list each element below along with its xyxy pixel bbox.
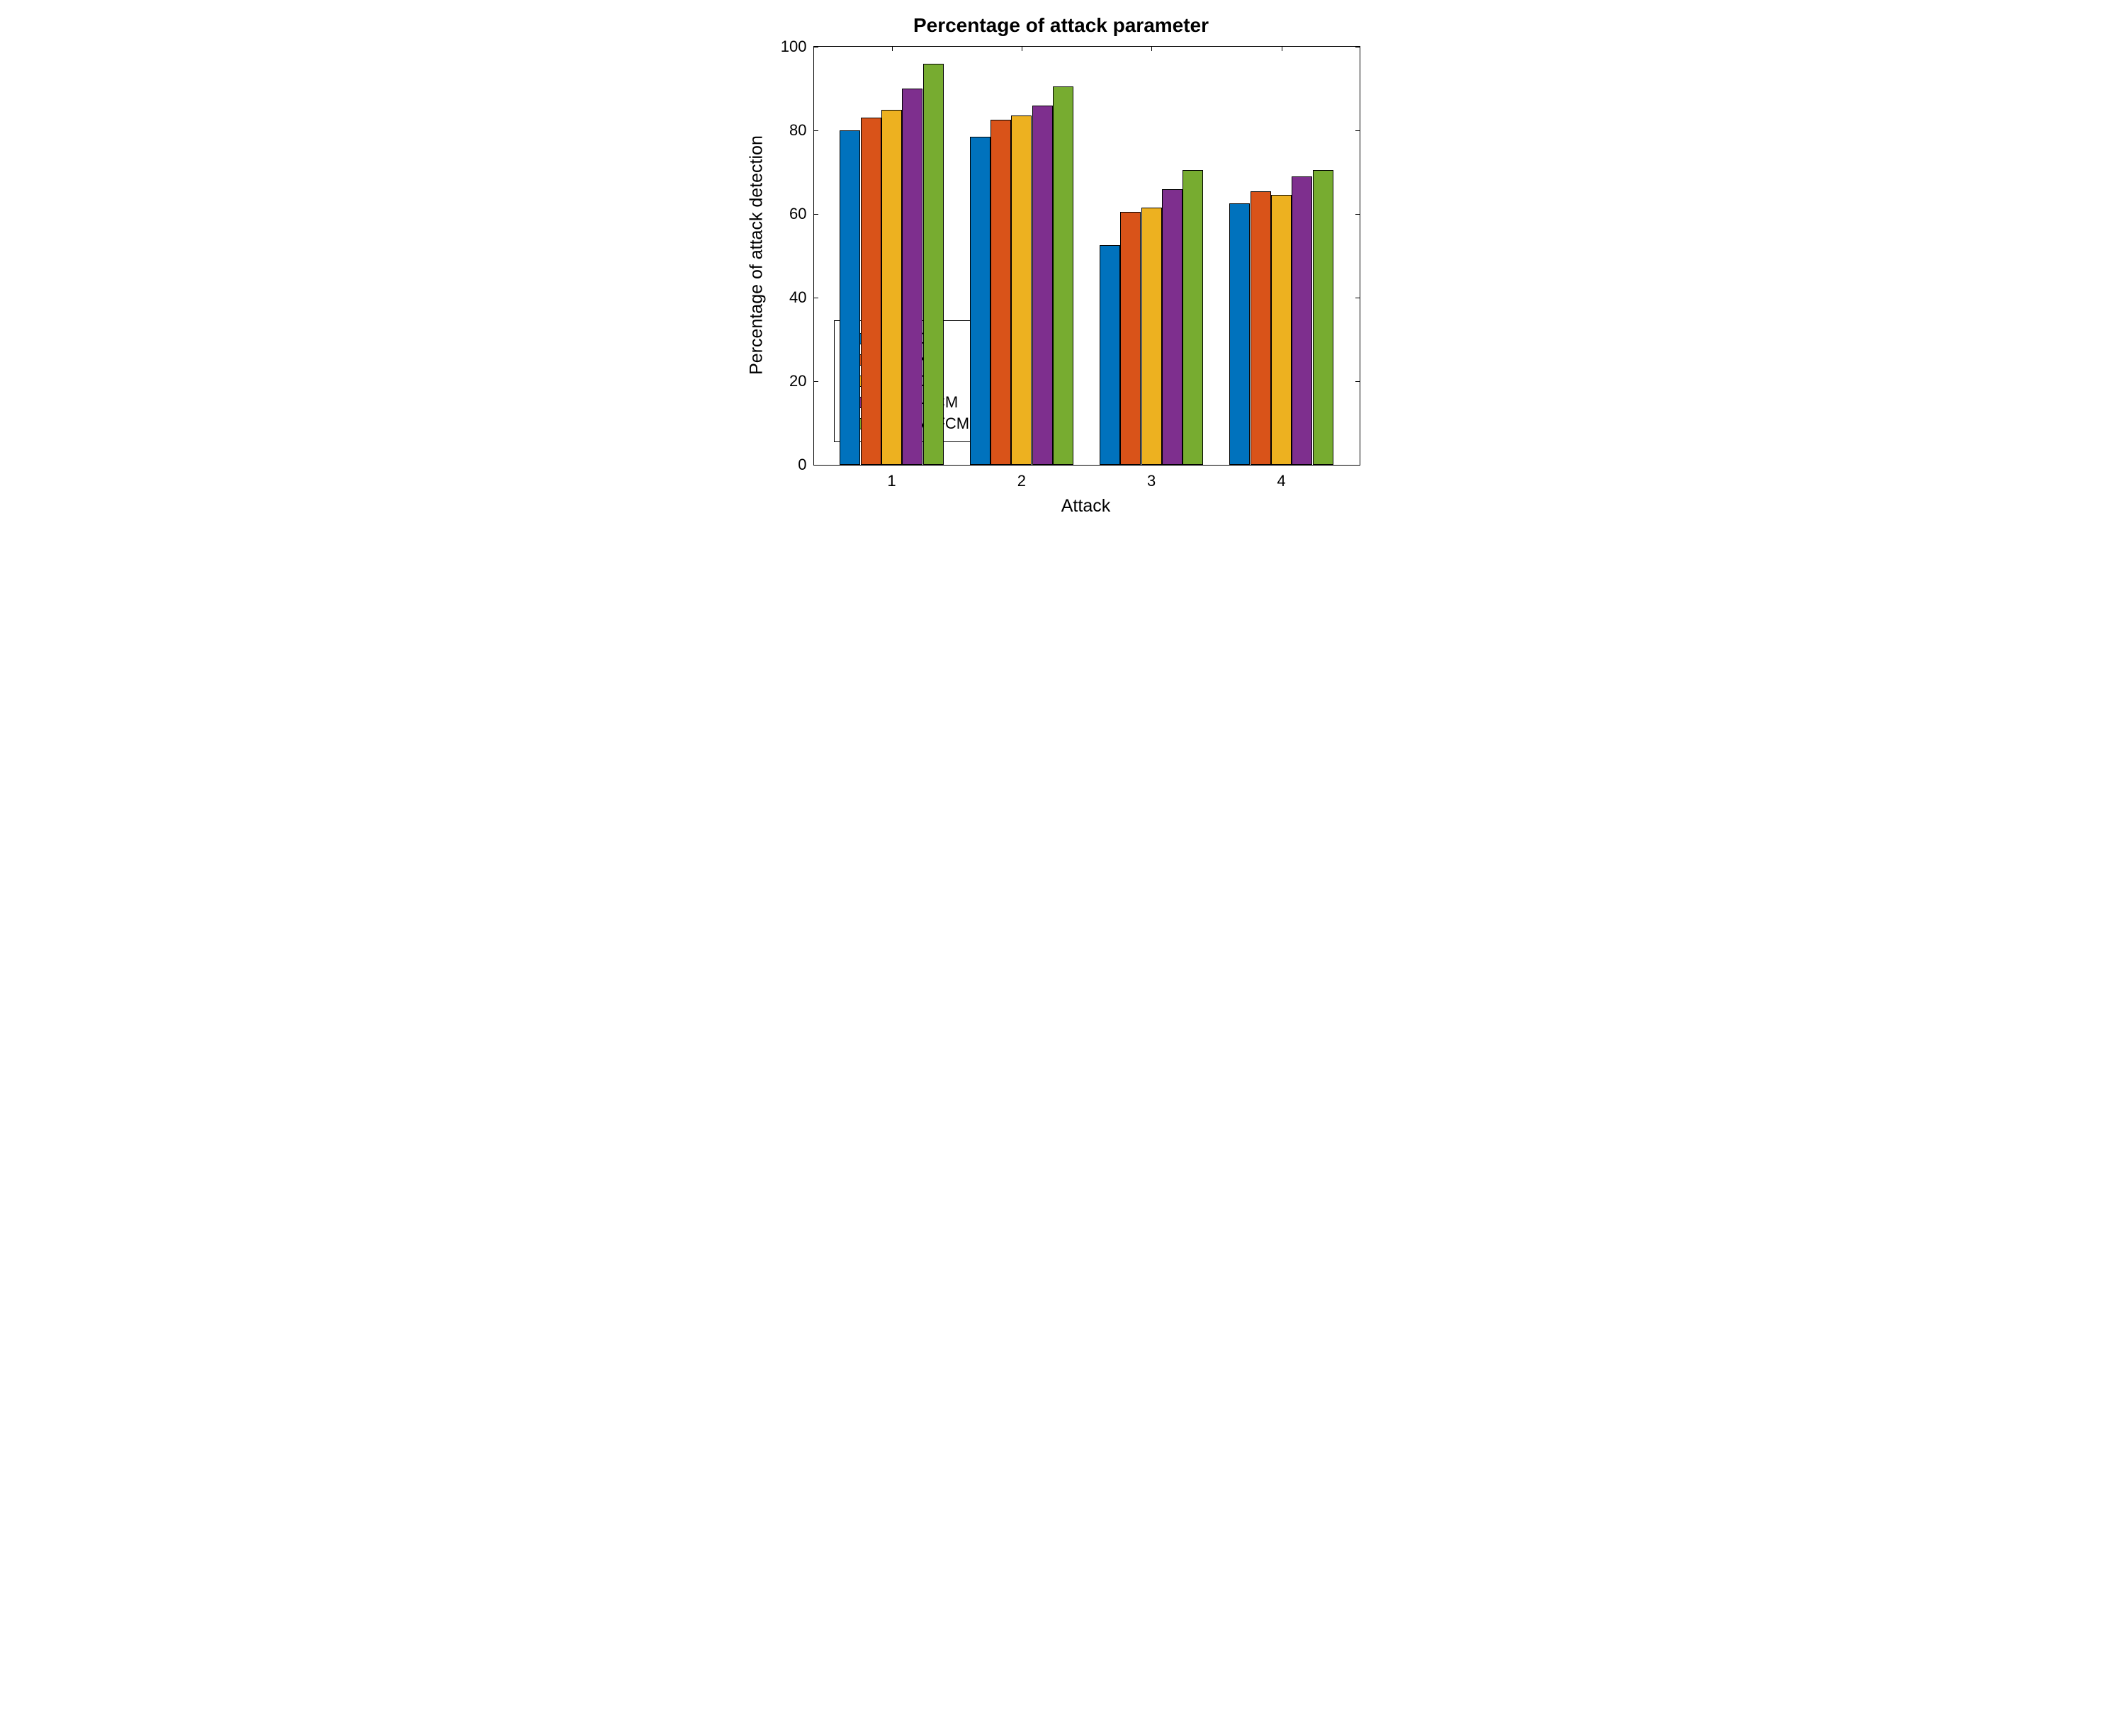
plot-area: NT-FCMNT-GKNT-GGNT-M-FCMNT-CM-FCM 020406… [813, 46, 1360, 466]
bar [1313, 170, 1333, 465]
y-tick-mark [1355, 214, 1360, 215]
bar [881, 110, 902, 466]
y-tick-label: 80 [789, 121, 813, 140]
bar [1251, 191, 1271, 465]
bar [1100, 245, 1120, 465]
attack-detection-chart: Percentage of attack parameter NT-FCMNT-… [743, 14, 1380, 535]
bar [1053, 86, 1073, 465]
y-tick-mark [814, 214, 818, 215]
y-tick-mark [814, 465, 818, 466]
y-tick-label: 20 [789, 372, 813, 390]
y-axis-label: Percentage of attack detection [746, 135, 767, 375]
bar [1183, 170, 1203, 465]
x-tick-label: 3 [1147, 465, 1156, 490]
y-tick-mark [1355, 381, 1360, 382]
x-tick-label: 4 [1277, 465, 1285, 490]
bar [1120, 212, 1141, 465]
bar [991, 120, 1011, 465]
x-axis-label: Attack [1061, 496, 1110, 517]
y-tick-label: 0 [798, 456, 813, 474]
bar [1229, 203, 1250, 465]
x-tick-mark [892, 47, 893, 51]
bar [1271, 195, 1292, 465]
bar [1141, 208, 1162, 465]
x-tick-mark [1151, 47, 1152, 51]
x-tick-label: 2 [1017, 465, 1026, 490]
y-tick-mark [814, 381, 818, 382]
bar [970, 137, 991, 465]
bar [1032, 106, 1053, 465]
y-tick-label: 40 [789, 288, 813, 307]
bar [923, 64, 944, 465]
chart-title: Percentage of attack parameter [743, 14, 1380, 37]
bar [1011, 115, 1032, 465]
y-tick-label: 100 [781, 38, 814, 56]
bar [1162, 189, 1183, 465]
y-tick-mark [1355, 130, 1360, 131]
bar [861, 118, 881, 465]
y-tick-mark [1355, 465, 1360, 466]
y-tick-label: 60 [789, 205, 813, 223]
x-tick-label: 1 [887, 465, 896, 490]
bar [840, 130, 860, 465]
y-tick-mark [814, 130, 818, 131]
bar [1292, 176, 1312, 465]
bar [902, 89, 922, 465]
